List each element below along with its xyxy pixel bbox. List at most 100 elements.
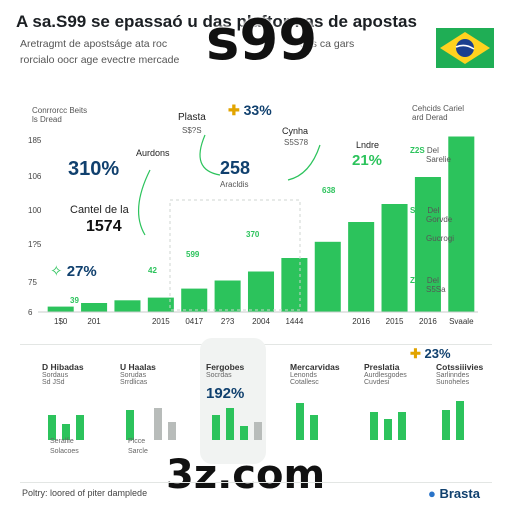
curve-arrow-1 bbox=[137, 169, 151, 236]
panel-sub-0: Lenonds bbox=[290, 372, 317, 379]
label-cynha: Cynha bbox=[282, 126, 309, 136]
panel-value: 192% bbox=[206, 385, 245, 402]
brand-text: Brasta bbox=[439, 486, 480, 501]
panel-gray-bar-0 bbox=[254, 421, 262, 440]
panel-bar-2 bbox=[76, 414, 84, 440]
panel-foot-1: Solacoes bbox=[50, 448, 79, 455]
y-tick-0: 6 bbox=[28, 308, 33, 317]
bar-label-599: 599 bbox=[186, 250, 200, 259]
y-tick-3: 100 bbox=[28, 206, 42, 215]
y-tick-4: 106 bbox=[28, 172, 42, 181]
bar-9 bbox=[348, 222, 375, 312]
main-bar-chart: 6 75 1?5 100 106 185 1$0 201 2015 0417 2?3 2004 144… bbox=[28, 134, 478, 326]
panel-bar-0 bbox=[296, 403, 304, 440]
panel-sub-0: Sordaus bbox=[42, 372, 69, 379]
panel-sub-1: Cuvdesi bbox=[364, 379, 390, 386]
label-cynha-sub: S5S78 bbox=[284, 138, 309, 147]
label-plasta-sub: S$?S bbox=[182, 126, 202, 135]
x-tick-1: 201 bbox=[87, 317, 101, 326]
page-title: A sa.S99 se epassaó u das plaftormas de … bbox=[16, 12, 417, 31]
x-tick-4: 0417 bbox=[185, 317, 203, 326]
bar-11 bbox=[414, 177, 441, 312]
bar-8 bbox=[314, 241, 341, 312]
panel-sub-0: Aurdlesgodes bbox=[364, 372, 407, 379]
bar-6 bbox=[247, 271, 275, 312]
panel-chart bbox=[370, 394, 406, 440]
curve-arrow-2 bbox=[199, 134, 221, 176]
panel-bar-1 bbox=[384, 419, 392, 440]
curve-arrow-3 bbox=[287, 144, 321, 181]
panel-bar-0 bbox=[126, 410, 134, 440]
small-multiples: D Hibadas Sordaus Sd JSd Seralfie Solacoes U … bbox=[0, 362, 512, 472]
pct-27: 27% bbox=[66, 263, 97, 280]
panel-bar-0 bbox=[370, 412, 378, 440]
bar-1 bbox=[81, 303, 108, 312]
bar-label-42: 42 bbox=[148, 266, 157, 275]
bar-label-370: 370 bbox=[246, 230, 260, 239]
side-note-3: Gucrogi bbox=[426, 234, 455, 243]
panel-bar-2 bbox=[398, 412, 406, 440]
panel-title: Preslatia bbox=[364, 362, 400, 372]
panel-sub-1: Sd JSd bbox=[42, 379, 65, 386]
panel-bar-0 bbox=[212, 414, 220, 440]
side-note-1: Z2S Del Sarelie bbox=[410, 146, 451, 164]
pct-310: 310% bbox=[68, 158, 120, 180]
lightbulb-icon-2: ✚ bbox=[410, 346, 421, 361]
center-value: 258 bbox=[220, 158, 251, 178]
side-note-4: Z2S Del S5Sa bbox=[410, 276, 446, 294]
y-tick-5: 185 bbox=[28, 136, 42, 145]
bar-5 bbox=[214, 280, 241, 312]
label-aurdons: Aurdons bbox=[136, 148, 170, 158]
panel-title: U Haalas bbox=[120, 362, 156, 372]
y-tick-1: 75 bbox=[28, 278, 37, 287]
cartel-label: Cantel de la bbox=[70, 204, 129, 216]
annotation-top-left: Conrrorcc Beits ls Dread bbox=[32, 106, 87, 124]
panel-gray-bar-0 bbox=[154, 407, 162, 440]
panel-bar-1 bbox=[226, 407, 234, 440]
lightbulb-icon: ✚ bbox=[228, 102, 240, 118]
footer-brand: ● Brasta bbox=[428, 486, 480, 501]
x-tick-9: 2016 bbox=[352, 317, 370, 326]
x-tick-10: 2015 bbox=[386, 317, 404, 326]
panel-4: Preslatia Aurdlesgodes Cuvdesi bbox=[364, 362, 428, 468]
bar-label-638: 638 bbox=[322, 186, 336, 195]
x-tick-0: 1$0 bbox=[54, 317, 68, 326]
bar-label-39: 39 bbox=[70, 296, 79, 305]
pct-33: 33% bbox=[243, 102, 272, 118]
panel-chart bbox=[296, 394, 318, 440]
panel-sub-1: Sunoheles bbox=[436, 379, 470, 386]
brand-icon: ● bbox=[428, 486, 436, 501]
panel-title: Cotssiiivies bbox=[436, 362, 484, 372]
x-tick-6: 2004 bbox=[252, 317, 270, 326]
panel-title: D Hibadas bbox=[42, 362, 84, 372]
panel-sub-0: Sorudas bbox=[120, 372, 147, 379]
panel-foot-0: Plcce bbox=[128, 438, 146, 445]
panel-bar-0 bbox=[48, 414, 56, 440]
label-landre: Lndre bbox=[356, 140, 380, 150]
panel-bar-1 bbox=[456, 400, 464, 440]
watermark-bottom: 3z.com bbox=[166, 452, 326, 498]
x-tick-7: 1444 bbox=[285, 317, 303, 326]
x-tick-3: 2015 bbox=[152, 317, 170, 326]
panel-foot-1: Sarcle bbox=[128, 448, 148, 455]
x-tick-12: Svaale bbox=[449, 317, 474, 326]
subtitle-line-2: rorcialo oocr age evectre mercade bbox=[20, 54, 180, 66]
bar-4 bbox=[181, 288, 208, 312]
panel-chart bbox=[48, 394, 98, 440]
panel-sub-1: Cotallesc bbox=[290, 379, 319, 386]
panel-0: D Hibadas Sordaus Sd JSd Seralfie Solacoes bbox=[42, 362, 106, 468]
panel-chart bbox=[126, 394, 176, 440]
bar-0 bbox=[47, 306, 74, 312]
bar-3 bbox=[147, 297, 174, 312]
cartel-value: 1574 bbox=[86, 218, 122, 235]
panel-chart bbox=[212, 394, 262, 440]
panel-bar-1 bbox=[62, 423, 70, 440]
pct-21: 21% bbox=[352, 152, 383, 169]
panel-bar-0 bbox=[442, 410, 450, 440]
label-plasta: Plasta bbox=[178, 112, 206, 123]
brazil-flag-icon bbox=[436, 28, 494, 68]
bar-10 bbox=[381, 204, 408, 312]
annotation-top-left-line2: ls Dread bbox=[32, 115, 62, 124]
panel-sub-1: Srrdlicas bbox=[120, 379, 148, 386]
bar-7 bbox=[281, 258, 308, 312]
